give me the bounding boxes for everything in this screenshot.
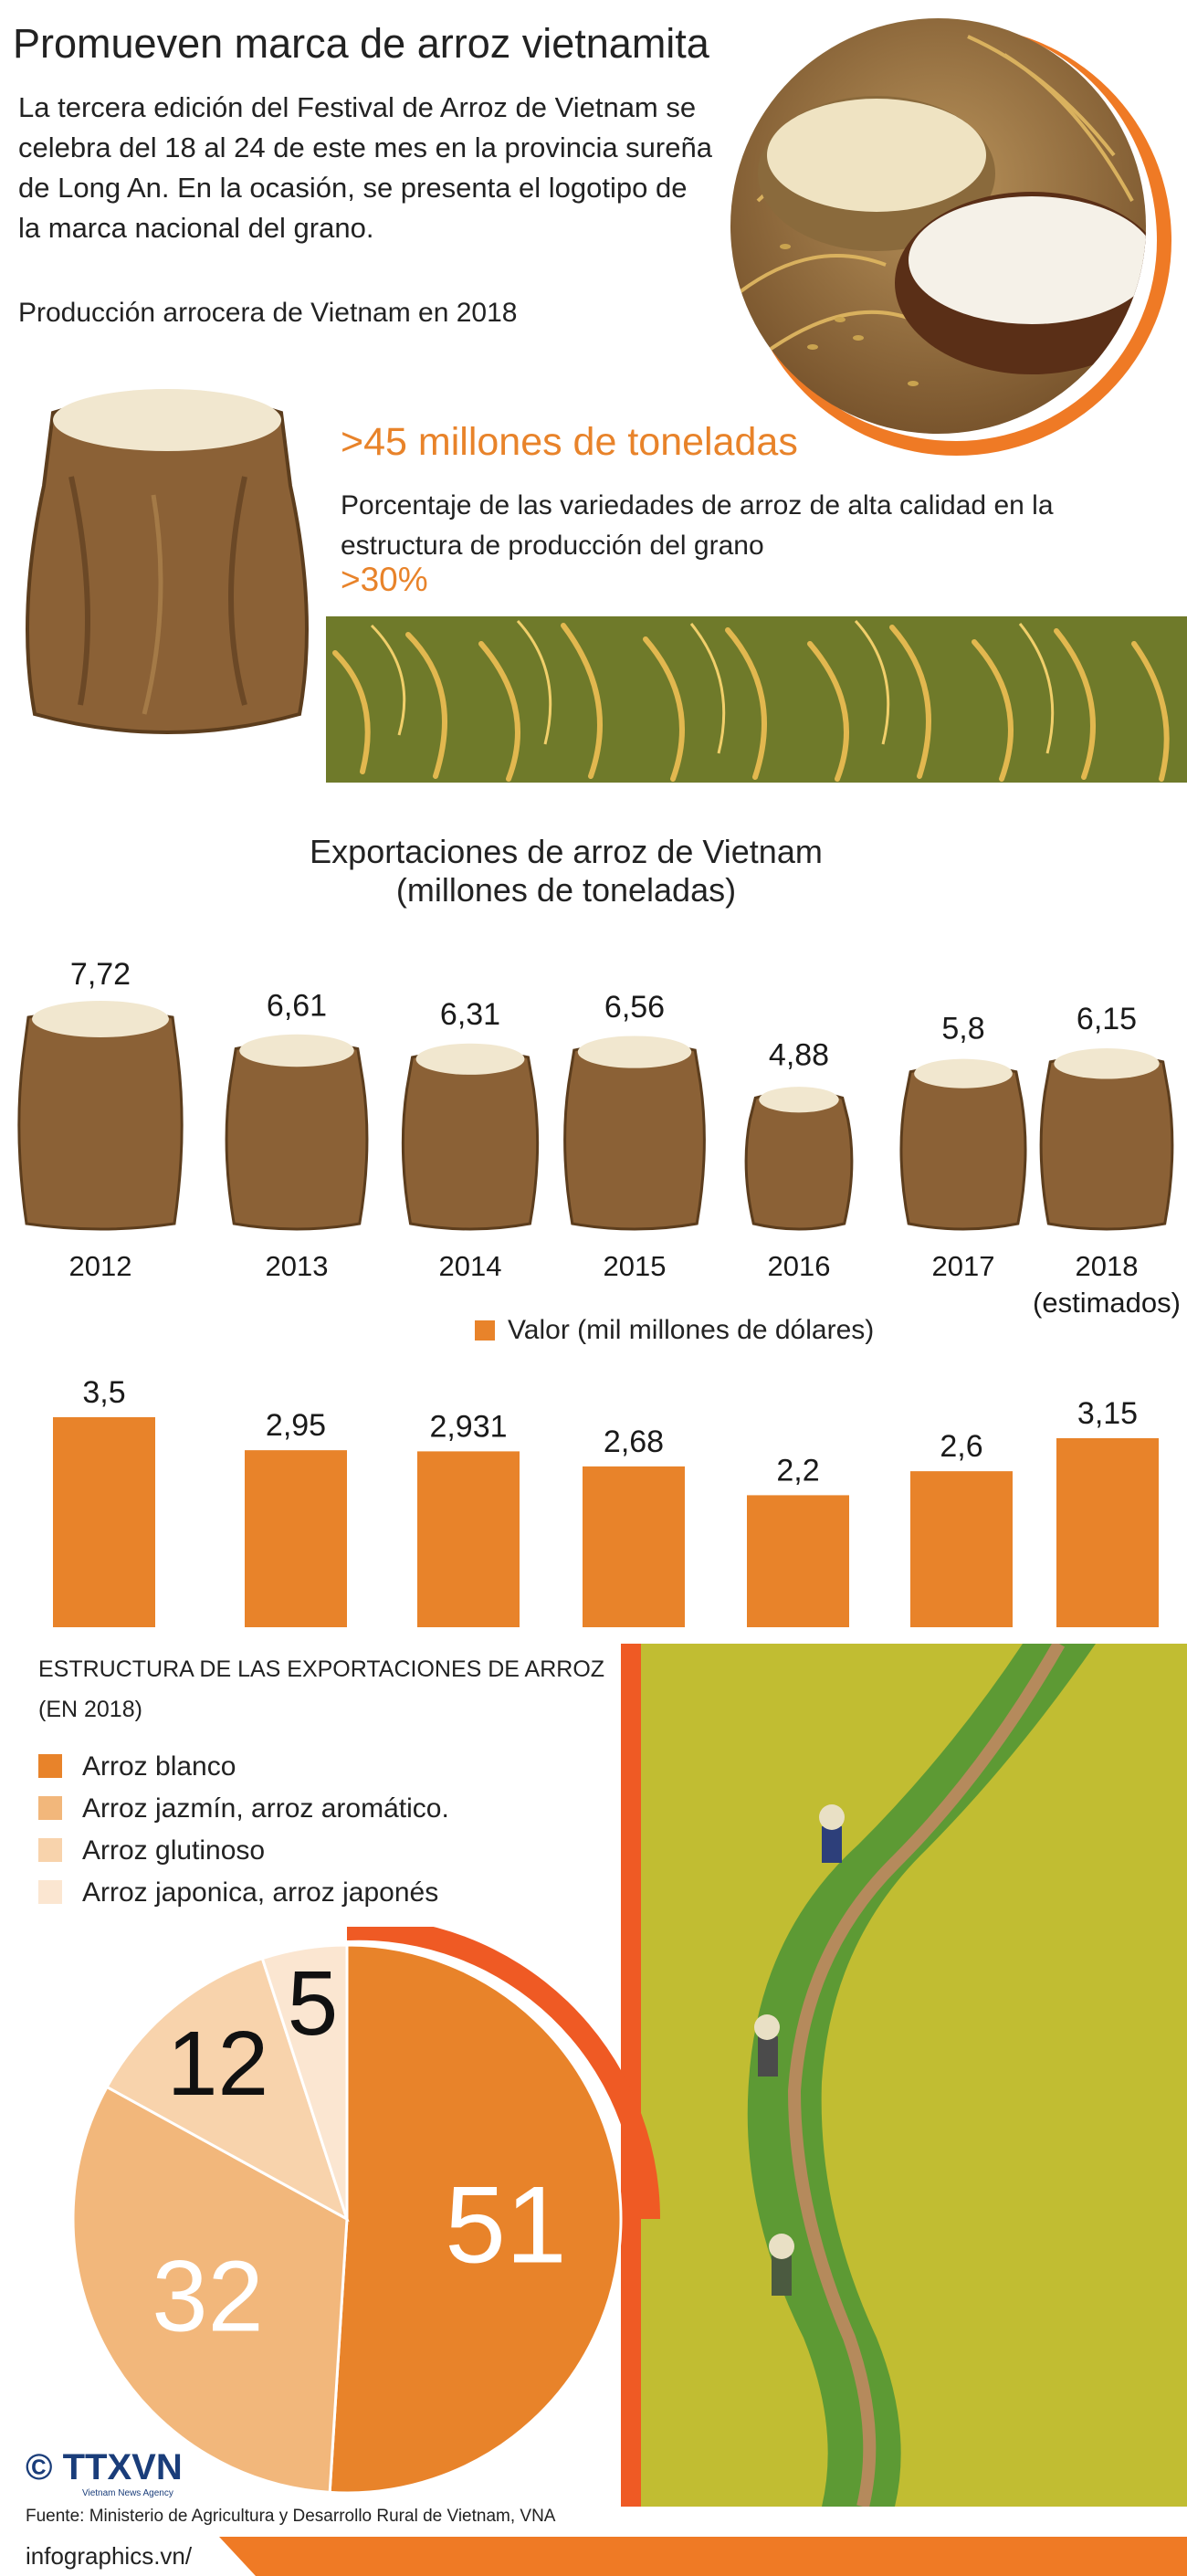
pie-slice-label: 32 xyxy=(152,2240,263,2352)
export-sack xyxy=(744,1087,854,1231)
pie-slice-label: 12 xyxy=(167,2013,268,2115)
production-label: Producción arrocera de Vietnam en 2018 xyxy=(18,298,518,328)
rice-field-farmers-photo xyxy=(621,1644,1187,2507)
export-volume-label: 6,56 xyxy=(604,990,665,1025)
export-volume-label: 6,15 xyxy=(1077,1002,1137,1036)
page-title: Promueven marca de arroz vietnamita xyxy=(13,20,709,67)
exports-charts: 7,72 6,61 6,31 6,56 4,88 5,8 6,15 2012 2013 2014… xyxy=(17,957,1181,1627)
pie-outer-arc xyxy=(347,1917,661,2219)
export-volume-label: 7,72 xyxy=(70,957,131,992)
pie-slice xyxy=(105,1956,350,2223)
legend-swatch xyxy=(38,1754,62,1778)
pie-slice-label: 51 xyxy=(445,2163,566,2286)
legend-label: Arroz glutinoso xyxy=(82,1835,266,1866)
value-bar xyxy=(245,1450,347,1627)
structure-title: ESTRUCTURA DE LAS EXPORTACIONES DE ARROZ… xyxy=(38,1649,604,1730)
value-bar xyxy=(1056,1438,1159,1627)
ttxvn-logo: © TTXVN Vietnam News Agency xyxy=(26,2447,183,2498)
rice-bowls-photo xyxy=(730,18,1146,434)
value-bar-label: 2,68 xyxy=(604,1425,664,1459)
export-sack xyxy=(225,1034,369,1231)
value-bar-label: 2,95 xyxy=(266,1408,326,1443)
year-label: 2014 xyxy=(439,1250,502,1282)
year-label: 2013 xyxy=(266,1250,329,1282)
year-label: 2018 xyxy=(1076,1250,1139,1282)
legend-swatch xyxy=(38,1838,62,1862)
value-bar xyxy=(747,1495,849,1627)
exports-title: Exportaciones de arroz de Vietnam (millo… xyxy=(0,833,1132,909)
value-legend-label: Valor (mil millones de dólares) xyxy=(508,1315,875,1345)
value-bar-label: 2,2 xyxy=(776,1453,819,1488)
export-volume-label: 6,31 xyxy=(440,997,500,1032)
value-bar-label: 2,6 xyxy=(940,1429,982,1464)
intro-text: La tercera edición del Festival de Arroz… xyxy=(18,91,712,244)
legend-label: Arroz jazmín, arroz aromático. xyxy=(82,1793,449,1824)
footer-bar xyxy=(0,2537,1187,2576)
legend-label: Arroz blanco xyxy=(82,1751,236,1782)
export-sack xyxy=(563,1036,706,1231)
value-legend-swatch xyxy=(475,1320,495,1341)
value-bar-label: 3,5 xyxy=(82,1375,125,1410)
rice-field-strip-photo xyxy=(326,616,1187,783)
exports-title-line1: Exportaciones de arroz de Vietnam xyxy=(310,833,823,870)
export-sack xyxy=(17,1001,184,1231)
export-sack xyxy=(401,1043,540,1231)
production-value: >45 millones de toneladas xyxy=(341,420,798,464)
pie-slice xyxy=(328,1943,623,2495)
year-label: 2017 xyxy=(932,1250,995,1282)
export-sack xyxy=(899,1058,1027,1231)
logo-text: © TTXVN xyxy=(26,2447,183,2487)
pie-slice xyxy=(71,2085,349,2495)
pie-slice-label: 5 xyxy=(288,1952,339,2055)
value-bar xyxy=(53,1417,155,1627)
value-bar xyxy=(417,1451,520,1627)
legend-label: Arroz japonica, arroz japonés xyxy=(82,1877,439,1908)
year-label: (estimados) xyxy=(1033,1287,1181,1319)
value-bar-label: 2,931 xyxy=(429,1409,507,1444)
structure-title-line2: (EN 2018) xyxy=(38,1697,142,1722)
export-sack xyxy=(1039,1048,1174,1231)
pie-legend-item: Arroz jazmín, arroz aromático. xyxy=(38,1793,449,1824)
year-label: 2016 xyxy=(768,1250,831,1282)
pie-slice xyxy=(260,1943,349,2220)
export-volume-label: 6,61 xyxy=(267,989,327,1024)
structure-title-line1: ESTRUCTURA DE LAS EXPORTACIONES DE ARROZ xyxy=(38,1656,605,1682)
export-volume-label: 4,88 xyxy=(769,1037,829,1072)
value-legend: Valor (mil millones de dólares) xyxy=(475,1315,874,1346)
export-structure-pie: 51 32 12 5 xyxy=(44,1917,683,2511)
value-bar xyxy=(583,1466,685,1627)
quality-label: Porcentaje de las variedades de arroz de… xyxy=(341,490,1054,561)
value-bar xyxy=(910,1471,1013,1627)
year-label: 2015 xyxy=(604,1250,667,1282)
value-bar-label: 3,15 xyxy=(1077,1396,1138,1431)
pie-legend-item: Arroz japonica, arroz japonés xyxy=(38,1877,438,1908)
year-label: 2012 xyxy=(69,1250,132,1282)
export-volume-label: 5,8 xyxy=(941,1012,984,1046)
legend-swatch xyxy=(38,1880,62,1904)
footer-site[interactable]: infographics.vn/ xyxy=(26,2542,193,2570)
logo-subtext: Vietnam News Agency xyxy=(82,2488,173,2498)
photo-orange-border xyxy=(621,1644,641,2507)
pie-legend-item: Arroz blanco xyxy=(38,1751,236,1782)
exports-title-line2: (millones de toneladas) xyxy=(395,871,737,909)
quality-value: >30% xyxy=(341,561,428,598)
rice-sack-illustration xyxy=(16,376,318,741)
source-text: Fuente: Ministerio de Agricultura y Desa… xyxy=(26,2507,556,2526)
legend-swatch xyxy=(38,1796,62,1820)
pie-legend-item: Arroz glutinoso xyxy=(38,1835,265,1866)
